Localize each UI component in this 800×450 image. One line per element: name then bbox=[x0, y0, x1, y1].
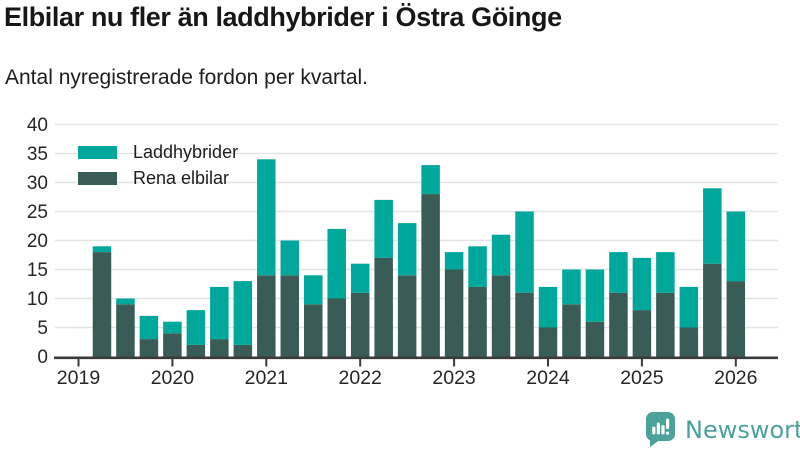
bar-segment-rena-elbilar bbox=[444, 269, 464, 357]
bar-segment-laddhybrider bbox=[491, 234, 511, 276]
legend-label-laddhybrider: Laddhybrider bbox=[133, 142, 239, 162]
bar-segment-laddhybrider bbox=[703, 188, 722, 264]
legend-label-rena-elbilar: Rena elbilar bbox=[133, 168, 230, 188]
legend-swatch-rena-elbilar bbox=[78, 172, 117, 185]
bar-segment-laddhybrider bbox=[679, 286, 699, 328]
bar-segment-rena-elbilar bbox=[585, 321, 605, 357]
chart-subtitle: Antal nyregistrerade fordon per kvartal. bbox=[5, 66, 369, 89]
x-tick-label: 2020 bbox=[151, 367, 195, 389]
bar-segment-laddhybrider bbox=[257, 159, 276, 276]
x-tick-label: 2024 bbox=[526, 367, 570, 389]
bar-segment-laddhybrider bbox=[444, 252, 464, 270]
bar-segment-rena-elbilar bbox=[609, 292, 628, 357]
bar-segment-laddhybrider bbox=[562, 269, 581, 305]
bar-segment-rena-elbilar bbox=[163, 333, 182, 357]
bar-segment-rena-elbilar bbox=[374, 257, 393, 357]
legend-item-rena-elbilar: Rena elbilar bbox=[78, 168, 238, 189]
y-tick-label: 30 bbox=[27, 173, 48, 194]
y-tick-label: 25 bbox=[27, 202, 48, 223]
bar-segment-laddhybrider bbox=[116, 298, 135, 305]
bar-segment-laddhybrider bbox=[163, 321, 182, 334]
x-tick-label: 2019 bbox=[57, 367, 100, 389]
bar-segment-rena-elbilar bbox=[350, 292, 370, 357]
bar-segment-laddhybrider bbox=[421, 165, 440, 195]
chart-legend: Laddhybrider Rena elbilar bbox=[78, 142, 238, 189]
x-tick-label: 2021 bbox=[245, 367, 288, 389]
bar-segment-laddhybrider bbox=[374, 199, 393, 258]
bar-segment-rena-elbilar bbox=[233, 344, 253, 357]
x-tick-label: 2025 bbox=[620, 367, 664, 389]
bar-segment-laddhybrider bbox=[656, 252, 675, 293]
y-tick-label: 40 bbox=[27, 115, 48, 136]
bar-segment-rena-elbilar bbox=[515, 292, 534, 357]
newsworthy-logo: Newsworthy bbox=[645, 412, 800, 448]
y-tick-label: 20 bbox=[27, 231, 48, 252]
bar-segment-rena-elbilar bbox=[491, 275, 511, 357]
newsworthy-wordmark: Newsworthy bbox=[685, 416, 800, 444]
y-tick-label: 15 bbox=[27, 260, 48, 281]
bar-segment-laddhybrider bbox=[468, 246, 487, 287]
legend-item-laddhybrider: Laddhybrider bbox=[78, 142, 238, 163]
bar-segment-laddhybrider bbox=[609, 252, 628, 293]
bar-segment-laddhybrider bbox=[350, 263, 370, 293]
bar-segment-rena-elbilar bbox=[679, 327, 699, 357]
bar-segment-laddhybrider bbox=[233, 281, 253, 345]
bar-segment-rena-elbilar bbox=[632, 310, 652, 357]
bar-segment-rena-elbilar bbox=[92, 252, 112, 357]
legend-swatch-laddhybrider bbox=[78, 146, 117, 159]
x-tick-label: 2023 bbox=[432, 367, 475, 389]
bar-segment-laddhybrider bbox=[726, 211, 746, 282]
bar-segment-rena-elbilar bbox=[538, 327, 558, 357]
bar-segment-rena-elbilar bbox=[562, 304, 581, 357]
x-tick-label: 2026 bbox=[714, 367, 757, 389]
bar-segment-rena-elbilar bbox=[397, 275, 417, 357]
bar-segment-laddhybrider bbox=[585, 269, 605, 322]
bar-segment-rena-elbilar bbox=[280, 275, 300, 357]
bar-segment-rena-elbilar bbox=[421, 194, 440, 357]
bar-segment-laddhybrider bbox=[280, 240, 300, 276]
bar-segment-rena-elbilar bbox=[210, 339, 229, 357]
y-tick-label: 10 bbox=[27, 289, 48, 310]
bar-segment-laddhybrider bbox=[210, 286, 229, 340]
y-tick-label: 0 bbox=[37, 347, 48, 368]
bar-segment-rena-elbilar bbox=[726, 281, 746, 357]
bar-segment-laddhybrider bbox=[538, 286, 558, 328]
bar-segment-laddhybrider bbox=[186, 310, 206, 345]
newsworthy-icon bbox=[646, 412, 675, 447]
bar-segment-rena-elbilar bbox=[116, 304, 135, 357]
chart-title: Elbilar nu fler än laddhybrider i Östra … bbox=[4, 2, 562, 32]
bar-segment-rena-elbilar bbox=[703, 263, 722, 357]
y-tick-label: 35 bbox=[27, 144, 48, 165]
x-tick-label: 2022 bbox=[339, 367, 382, 389]
bar-segment-rena-elbilar bbox=[327, 298, 346, 357]
bar-segment-laddhybrider bbox=[515, 211, 534, 293]
bar-segment-rena-elbilar bbox=[304, 304, 323, 357]
bar-segment-laddhybrider bbox=[304, 275, 323, 305]
bar-segment-laddhybrider bbox=[632, 257, 652, 311]
bar-segment-rena-elbilar bbox=[468, 286, 487, 357]
y-tick-label: 5 bbox=[37, 318, 48, 339]
bar-segment-rena-elbilar bbox=[139, 339, 159, 357]
bar-segment-rena-elbilar bbox=[656, 292, 675, 357]
bar-segment-laddhybrider bbox=[397, 223, 417, 276]
bar-segment-rena-elbilar bbox=[257, 275, 276, 357]
bar-segment-rena-elbilar bbox=[186, 344, 206, 357]
bar-segment-laddhybrider bbox=[139, 315, 159, 340]
bar-segment-laddhybrider bbox=[92, 246, 112, 253]
bar-segment-laddhybrider bbox=[327, 228, 346, 299]
